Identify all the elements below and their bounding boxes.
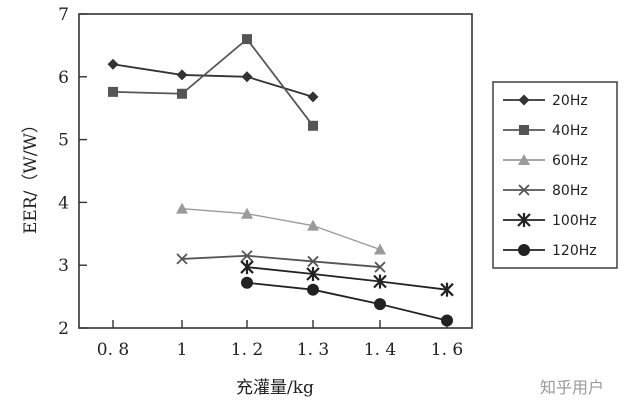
x-tick-label: 1. 2 bbox=[231, 340, 263, 360]
data-point-120Hz bbox=[374, 298, 386, 311]
legend-box bbox=[492, 81, 618, 269]
axis-ticks: 2 3 4 5 6 7 0. 8 1 1. 2 1. 3 1. 4 1. 6 bbox=[58, 5, 463, 360]
series-80Hz bbox=[176, 250, 386, 273]
series-line-20Hz bbox=[112, 63, 314, 98]
data-point-100Hz bbox=[373, 274, 387, 289]
data-point-40Hz bbox=[108, 86, 118, 97]
x-tick-label: 1 bbox=[177, 340, 188, 360]
data-point-60Hz bbox=[374, 243, 386, 255]
data-point-60Hz bbox=[176, 202, 188, 214]
legend-marker bbox=[519, 125, 529, 135]
series-60Hz bbox=[176, 202, 386, 255]
legend-marker bbox=[518, 94, 530, 106]
x-axis-title: 充灌量/kg bbox=[236, 378, 314, 398]
legend-marker bbox=[518, 154, 530, 165]
legend-marker bbox=[518, 244, 530, 256]
legend-marker bbox=[517, 213, 531, 227]
series-line-100Hz bbox=[246, 266, 448, 291]
x-tick-label: 1. 3 bbox=[297, 340, 329, 360]
series-20Hz bbox=[107, 58, 319, 103]
data-point-100Hz bbox=[440, 282, 454, 297]
series-line-60Hz bbox=[181, 207, 381, 251]
legend-item-60Hz: 60Hz bbox=[503, 153, 588, 169]
data-point-20Hz bbox=[307, 91, 319, 103]
data-point-60Hz bbox=[241, 207, 253, 219]
x-tick-label: 1. 6 bbox=[431, 340, 463, 360]
data-point-100Hz bbox=[306, 266, 320, 281]
data-point-80Hz bbox=[241, 250, 253, 262]
legend-item-20Hz: 20Hz bbox=[503, 93, 588, 109]
data-point-40Hz bbox=[242, 34, 252, 45]
data-point-80Hz bbox=[176, 253, 188, 265]
y-tick-label: 4 bbox=[58, 193, 69, 213]
series-line-80Hz bbox=[181, 254, 381, 268]
series-layer bbox=[107, 34, 454, 327]
axes bbox=[78, 13, 473, 329]
legend-label: 40Hz bbox=[552, 123, 588, 139]
series-40Hz bbox=[108, 34, 318, 131]
legend-label: 120Hz bbox=[552, 243, 597, 259]
data-point-120Hz bbox=[307, 283, 319, 296]
legend-item-120Hz: 120Hz bbox=[503, 243, 597, 259]
x-tick-label: 0. 8 bbox=[97, 340, 129, 360]
legend: 20Hz 40Hz 60Hz 80Hz 100Hz 120Hz bbox=[492, 81, 618, 269]
data-point-40Hz bbox=[177, 88, 187, 99]
data-point-20Hz bbox=[241, 71, 253, 83]
data-point-120Hz bbox=[441, 314, 453, 327]
y-tick-label: 5 bbox=[58, 131, 69, 151]
series-100Hz bbox=[240, 260, 454, 297]
plot-frame bbox=[78, 13, 473, 329]
legend-item-100Hz: 100Hz bbox=[503, 213, 597, 229]
series-120Hz bbox=[241, 276, 453, 327]
y-axis-title: EER/（W/W） bbox=[21, 116, 41, 234]
legend-item-40Hz: 40Hz bbox=[503, 123, 588, 139]
series-line-40Hz bbox=[112, 37, 314, 127]
y-tick-label: 2 bbox=[58, 319, 69, 339]
watermark-text: 知乎用户 bbox=[540, 378, 604, 397]
legend-label: 100Hz bbox=[552, 213, 597, 229]
series-line-120Hz bbox=[246, 281, 448, 322]
y-tick-label: 3 bbox=[58, 256, 69, 276]
y-tick-label: 6 bbox=[58, 68, 69, 88]
y-tick-label: 7 bbox=[58, 5, 69, 25]
data-point-80Hz bbox=[307, 255, 319, 268]
data-point-60Hz bbox=[307, 219, 319, 231]
legend-item-80Hz: 80Hz bbox=[503, 183, 588, 199]
data-point-20Hz bbox=[107, 58, 119, 70]
x-tick-label: 1. 4 bbox=[364, 340, 396, 360]
legend-label: 20Hz bbox=[552, 93, 588, 109]
legend-label: 80Hz bbox=[552, 183, 588, 199]
data-point-20Hz bbox=[176, 69, 188, 81]
data-point-40Hz bbox=[308, 120, 318, 131]
data-point-120Hz bbox=[241, 276, 253, 289]
legend-marker bbox=[518, 184, 530, 196]
legend-label: 60Hz bbox=[552, 153, 588, 169]
data-point-100Hz bbox=[240, 260, 254, 275]
data-point-80Hz bbox=[374, 261, 386, 273]
